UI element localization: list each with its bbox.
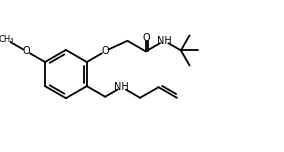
Text: O: O [143, 33, 151, 43]
Text: O: O [23, 46, 30, 56]
Text: NH: NH [114, 82, 129, 92]
Text: O: O [101, 46, 109, 56]
Text: CH₃: CH₃ [0, 35, 14, 44]
Text: NH: NH [157, 36, 172, 46]
